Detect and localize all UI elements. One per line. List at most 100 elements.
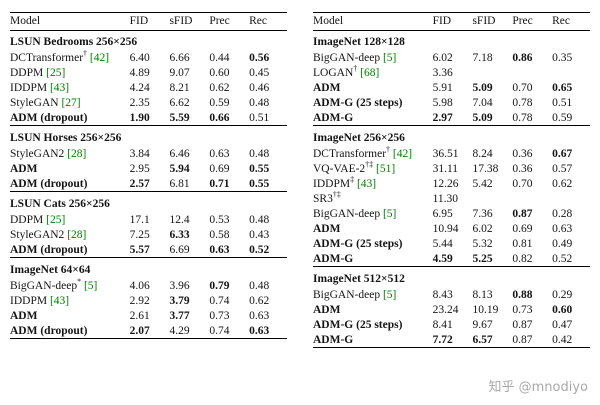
value-cell: 12.4 (169, 213, 190, 226)
model-cell: LOGAN† [68] (313, 63, 380, 79)
table-row: DCTransformer† [42] 6.40 6.66 0.44 0.56 (10, 48, 287, 65)
value-cell: 4.59 (432, 252, 453, 265)
column-header-model: Model (10, 12, 128, 31)
value-cell (550, 65, 590, 80)
value-cell: 0.79 (209, 279, 230, 292)
superscript-marker: ‡ (350, 174, 355, 184)
value-cell: 1.90 (129, 111, 150, 124)
value-cell: 4.29 (169, 324, 190, 337)
value-cell: 6.95 (432, 207, 453, 220)
value-cell: 0.62 (209, 81, 230, 94)
table-row: StyleGAN [27] 2.35 6.62 0.59 0.48 (10, 95, 287, 110)
value-cell (470, 65, 510, 80)
table-row: DDPM [25] 17.1 12.4 0.53 0.48 (10, 212, 287, 227)
table-row: StyleGAN2 [28] 3.84 6.46 0.63 0.48 (10, 146, 287, 161)
value-cell: 0.78 (512, 111, 533, 124)
value-cell: 36.51 (432, 147, 459, 160)
citation: [42] (392, 147, 413, 160)
value-cell: 3.79 (169, 294, 190, 307)
model-cell: ADM (313, 222, 341, 235)
table-row: VQ-VAE-2†‡ [51] 31.11 17.38 0.36 0.57 (313, 159, 590, 176)
model-cell: BigGAN-deep [5] (313, 207, 397, 220)
value-cell: 0.56 (249, 51, 270, 64)
value-cell: 10.19 (472, 303, 499, 316)
model-cell: BigGAN-deep [5] (313, 288, 397, 301)
value-cell: 6.33 (169, 228, 190, 241)
table-row: DCTransformer† [42] 36.51 8.24 0.36 0.67 (313, 145, 590, 161)
column-header-sfid: sFID (167, 12, 208, 31)
value-cell (510, 65, 550, 80)
model-cell: VQ-VAE-2†‡ [51] (313, 159, 396, 175)
value-cell: 8.13 (472, 288, 493, 301)
value-cell: 5.57 (129, 243, 150, 256)
section-header-row: ImageNet 128×128 (313, 31, 590, 51)
value-cell: 0.62 (552, 177, 573, 190)
value-cell: 0.87 (512, 333, 533, 346)
model-cell: ADM (dropout) (10, 177, 88, 190)
value-cell: 0.29 (552, 288, 573, 301)
table-row: ADM (dropout) 2.07 4.29 0.74 0.63 (10, 323, 287, 339)
citation: [42] (89, 51, 110, 64)
value-cell: 5.98 (432, 96, 453, 109)
superscript-marker: * (77, 276, 82, 286)
value-cell: 0.47 (552, 318, 573, 331)
citation: [25] (46, 66, 66, 79)
value-cell: 0.48 (249, 147, 270, 160)
section-header-row: LSUN Cats 256×256 (10, 191, 287, 212)
citation: [43] (49, 294, 70, 307)
model-cell: BigGAN-deep [5] (313, 51, 397, 64)
value-cell: 0.52 (249, 243, 270, 256)
value-cell: 0.63 (209, 147, 230, 160)
model-cell: ADM (313, 303, 341, 316)
value-cell: 0.43 (249, 228, 270, 241)
value-cell: 0.62 (249, 294, 270, 307)
value-cell: 7.72 (432, 333, 453, 346)
model-cell: StyleGAN2 [28] (10, 147, 87, 160)
value-cell: 0.73 (512, 303, 533, 316)
table-row: StyleGAN2 [28] 7.25 6.33 0.58 0.43 (10, 227, 287, 242)
model-cell: ADM (dropout) (10, 243, 88, 256)
value-cell: 5.94 (169, 162, 190, 175)
value-cell: 6.57 (472, 333, 493, 346)
table-row: SR3†‡ 11.30 (313, 190, 590, 206)
value-cell: 0.63 (552, 222, 573, 235)
header-row: Model FID sFID Prec Rec (10, 12, 287, 31)
citation: [25] (46, 213, 66, 226)
value-cell: 6.02 (432, 51, 453, 64)
value-cell: 11.30 (432, 192, 459, 205)
value-cell: 0.49 (552, 237, 573, 250)
table-row: ADM (dropout) 1.90 5.59 0.66 0.51 (10, 110, 287, 126)
value-cell: 0.28 (552, 207, 573, 220)
section-title: LSUN Cats 256×256 (10, 191, 287, 212)
model-cell: ADM-G (313, 111, 354, 124)
model-cell: DDPM [25] (10, 66, 66, 79)
value-cell: 2.61 (129, 309, 150, 322)
value-cell: 2.92 (129, 294, 150, 307)
value-cell: 2.35 (129, 96, 150, 109)
table-row: ADM-G (25 steps) 5.98 7.04 0.78 0.51 (313, 95, 590, 110)
value-cell: 0.87 (512, 207, 533, 220)
table-row: BigGAN-deep* [5] 4.06 3.96 0.79 0.48 (10, 276, 287, 293)
value-cell: 0.71 (209, 177, 230, 190)
value-cell: 3.96 (169, 279, 190, 292)
value-cell: 5.59 (169, 111, 190, 124)
value-cell: 6.66 (169, 51, 190, 64)
value-cell: 0.60 (552, 303, 573, 316)
section-header-row: ImageNet 512×512 (313, 266, 590, 287)
value-cell: 0.60 (209, 66, 230, 79)
value-cell: 3.36 (432, 66, 453, 79)
value-cell: 2.95 (129, 162, 150, 175)
value-cell: 6.69 (169, 243, 190, 256)
section-title: ImageNet 512×512 (313, 266, 590, 287)
value-cell: 31.11 (432, 162, 459, 175)
value-cell: 6.02 (472, 222, 493, 235)
value-cell: 0.53 (209, 213, 230, 226)
value-cell: 8.24 (472, 147, 493, 160)
model-cell: ADM-G (25 steps) (313, 96, 403, 109)
model-cell: DCTransformer† [42] (10, 48, 110, 64)
citation: [51] (376, 162, 396, 175)
value-cell: 2.97 (432, 111, 453, 124)
table-row: ADM 10.94 6.02 0.69 0.63 (313, 221, 590, 236)
model-cell: ADM (dropout) (10, 111, 88, 124)
value-cell: 3.84 (129, 147, 150, 160)
